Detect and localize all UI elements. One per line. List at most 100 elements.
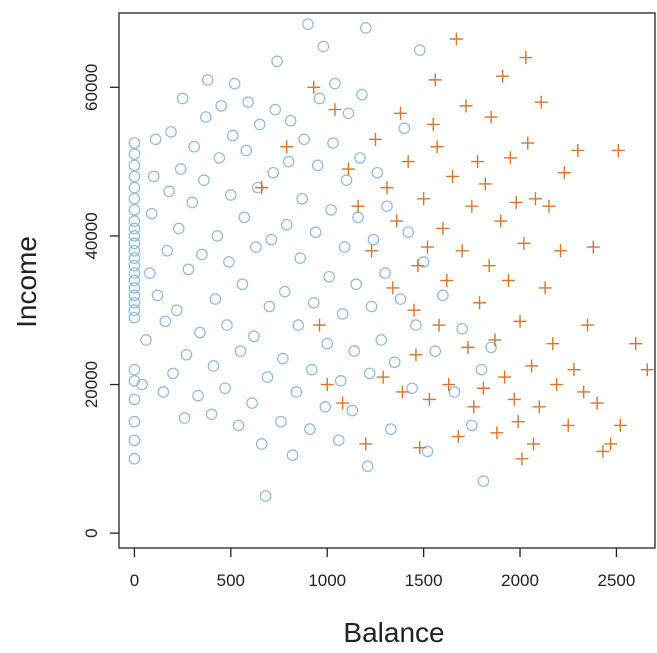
data-point-plus: [534, 95, 548, 109]
data-point-plus: [417, 192, 431, 206]
data-point-circle: [448, 386, 461, 398]
data-point-plus: [467, 400, 481, 414]
data-point-circle: [348, 345, 361, 357]
data-point-plus: [501, 274, 515, 287]
data-point-circle: [323, 270, 335, 283]
data-point-circle: [128, 137, 141, 149]
data-point-plus: [420, 240, 434, 254]
data-point-plus: [586, 240, 600, 254]
data-point-plus: [328, 103, 342, 117]
data-point-circle: [302, 18, 314, 30]
data-point-plus: [527, 437, 541, 451]
data-point-plus: [476, 381, 490, 395]
x-tick-label: 2000: [501, 571, 539, 590]
data-point-circle: [475, 363, 488, 376]
data-point-circle: [188, 140, 200, 153]
data-point-plus: [407, 303, 421, 317]
data-point-circle: [232, 419, 245, 432]
y-tick-label: 40000: [82, 212, 101, 259]
data-point-circle: [296, 192, 308, 205]
data-point-circle: [161, 244, 174, 257]
data-point-circle: [128, 181, 141, 194]
data-point-circle: [128, 375, 141, 387]
data-point-plus: [446, 169, 460, 183]
data-point-circle: [128, 296, 141, 309]
data-point-circle: [284, 114, 297, 127]
data-point-plus: [409, 348, 423, 362]
data-point-plus: [411, 259, 425, 273]
data-point-circle: [361, 460, 374, 473]
data-point-plus: [488, 333, 502, 347]
data-point-circle: [128, 304, 141, 317]
data-point-plus: [471, 155, 485, 169]
data-point-circle: [290, 386, 303, 398]
data-point-plus: [629, 337, 643, 351]
data-point-plus: [561, 418, 575, 432]
data-point-plus: [557, 166, 571, 180]
data-point-circle: [309, 226, 322, 239]
data-point-circle: [171, 304, 183, 317]
data-point-plus: [640, 363, 654, 377]
data-point-circle: [332, 434, 345, 447]
data-point-circle: [178, 412, 191, 424]
data-point-circle: [269, 103, 281, 116]
data-point-plus: [511, 415, 525, 429]
data-point-plus: [336, 396, 350, 410]
data-point-circle: [128, 259, 141, 272]
data-point-plus: [365, 244, 379, 258]
data-point-plus: [449, 32, 463, 46]
data-point-circle: [209, 293, 222, 305]
data-point-circle: [167, 367, 179, 380]
data-point-circle: [221, 319, 233, 331]
data-point-circle: [174, 163, 187, 175]
data-point-plus: [494, 214, 508, 228]
data-point-circle: [352, 211, 364, 224]
data-point-plus: [430, 140, 444, 154]
data-point-circle: [128, 415, 141, 428]
data-point-plus: [390, 214, 404, 228]
data-point-circle: [338, 241, 351, 253]
data-point-circle: [234, 345, 247, 357]
data-point-plus: [604, 437, 618, 451]
data-point-circle: [342, 107, 355, 120]
data-point-plus: [528, 192, 542, 206]
data-point-circle: [336, 308, 349, 320]
data-point-circle: [406, 382, 418, 395]
data-point-plus: [482, 259, 496, 273]
data-point-circle: [128, 267, 141, 279]
data-point-circle: [367, 233, 380, 246]
data-point-circle: [381, 200, 393, 212]
data-point-plus: [515, 452, 529, 466]
data-point-circle: [359, 22, 372, 34]
data-point-circle: [346, 404, 359, 417]
data-point-circle: [144, 267, 156, 279]
data-point-circle: [128, 159, 141, 172]
data-point-circle: [163, 185, 175, 198]
x-axis: 0 500 1000 1500 2000 2500: [130, 548, 636, 590]
data-point-circle: [194, 326, 206, 339]
data-point-circle: [128, 282, 141, 294]
data-point-plus: [465, 199, 479, 213]
data-point-circle: [477, 475, 490, 487]
data-point-plus: [517, 236, 531, 250]
data-point-plus: [596, 444, 610, 458]
x-tick-label: 1500: [405, 571, 443, 590]
data-point-circle: [277, 352, 289, 365]
data-point-circle: [410, 319, 422, 331]
x-tick-label: 2500: [598, 571, 636, 590]
data-point-circle: [165, 126, 177, 138]
data-point-circle: [413, 44, 426, 56]
data-point-circle: [429, 345, 442, 357]
data-point-circle: [211, 230, 224, 242]
data-point-plus: [386, 281, 400, 295]
data-point-circle: [136, 378, 148, 391]
data-point-circle: [334, 375, 347, 387]
data-point-circle: [388, 356, 401, 369]
y-tick-label: 0: [82, 528, 101, 537]
data-point-circle: [226, 129, 239, 142]
data-point-circle: [275, 415, 287, 428]
y-tick-label: 20000: [82, 361, 101, 408]
data-point-circle: [180, 349, 193, 361]
data-point-circle: [215, 100, 227, 112]
